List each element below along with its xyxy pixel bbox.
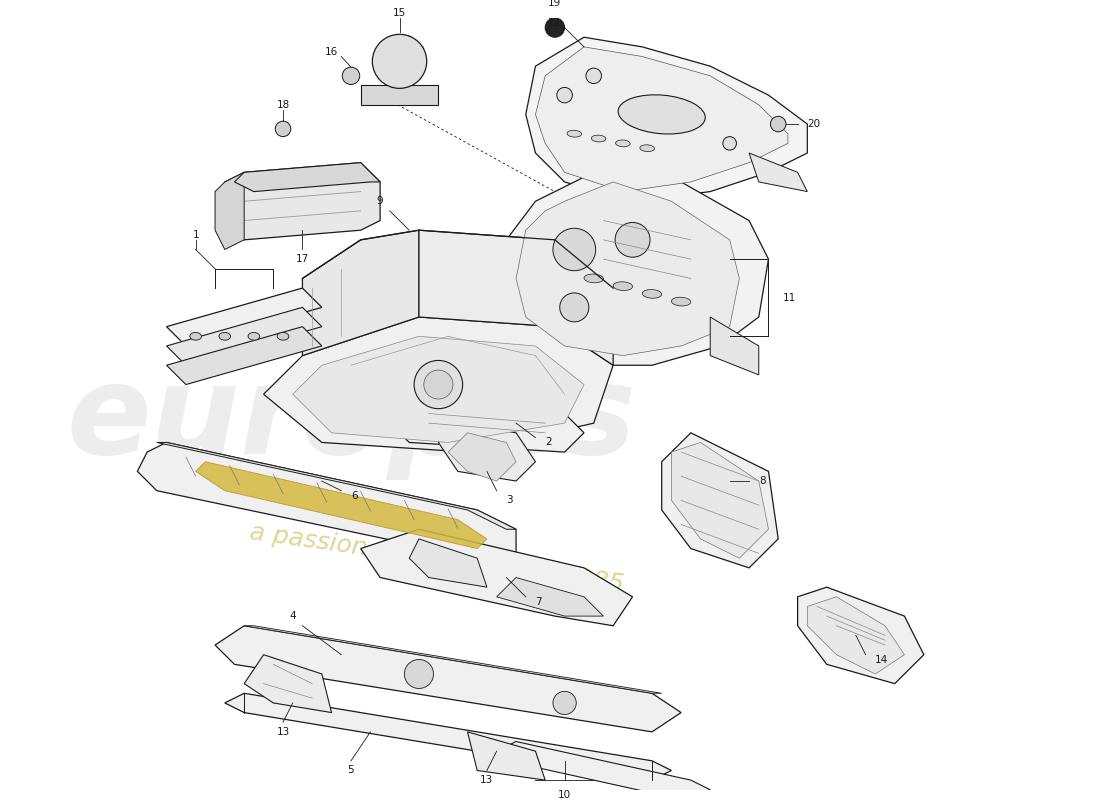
Ellipse shape xyxy=(566,130,582,137)
Text: 9: 9 xyxy=(377,196,384,206)
Ellipse shape xyxy=(642,290,662,298)
Ellipse shape xyxy=(592,135,606,142)
Polygon shape xyxy=(526,38,807,202)
Polygon shape xyxy=(302,230,419,356)
Text: 6: 6 xyxy=(351,490,358,501)
Text: 7: 7 xyxy=(536,597,542,606)
Ellipse shape xyxy=(219,333,231,340)
Ellipse shape xyxy=(616,140,630,146)
Polygon shape xyxy=(662,433,778,568)
Text: 8: 8 xyxy=(759,476,766,486)
Circle shape xyxy=(553,228,596,270)
Circle shape xyxy=(586,68,602,83)
Polygon shape xyxy=(157,442,516,530)
Polygon shape xyxy=(389,404,584,452)
Text: 16: 16 xyxy=(324,46,338,57)
Polygon shape xyxy=(264,317,613,452)
Polygon shape xyxy=(711,317,759,375)
Polygon shape xyxy=(166,307,322,366)
Polygon shape xyxy=(361,530,632,626)
Text: 5: 5 xyxy=(348,766,354,775)
Ellipse shape xyxy=(249,333,260,340)
Text: 1: 1 xyxy=(192,230,199,240)
Text: 13: 13 xyxy=(481,775,494,785)
Circle shape xyxy=(723,137,737,150)
Circle shape xyxy=(424,370,453,399)
Polygon shape xyxy=(516,182,739,356)
Circle shape xyxy=(557,87,572,103)
Polygon shape xyxy=(439,423,536,481)
Polygon shape xyxy=(216,626,681,732)
Text: 4: 4 xyxy=(289,611,296,621)
Ellipse shape xyxy=(618,95,705,134)
Text: 14: 14 xyxy=(876,654,889,665)
Polygon shape xyxy=(496,742,711,799)
Polygon shape xyxy=(216,172,244,250)
Text: 19: 19 xyxy=(548,0,561,9)
Polygon shape xyxy=(448,433,516,481)
Polygon shape xyxy=(244,654,331,713)
Polygon shape xyxy=(196,462,487,549)
Polygon shape xyxy=(166,326,322,385)
Circle shape xyxy=(615,222,650,258)
Ellipse shape xyxy=(584,274,604,282)
Ellipse shape xyxy=(671,298,691,306)
Text: 12: 12 xyxy=(548,18,561,28)
Text: 2: 2 xyxy=(546,438,552,447)
Polygon shape xyxy=(138,442,516,558)
Text: 18: 18 xyxy=(276,100,289,110)
Polygon shape xyxy=(798,587,924,684)
Circle shape xyxy=(372,34,427,88)
Ellipse shape xyxy=(277,333,289,340)
Text: 20: 20 xyxy=(807,119,821,129)
Polygon shape xyxy=(807,597,904,674)
Polygon shape xyxy=(419,230,613,366)
Polygon shape xyxy=(224,694,671,780)
Polygon shape xyxy=(166,288,322,346)
Text: 17: 17 xyxy=(296,254,309,264)
Polygon shape xyxy=(293,336,584,442)
Text: 11: 11 xyxy=(783,293,796,302)
Text: europes: europes xyxy=(66,358,636,480)
Text: 10: 10 xyxy=(558,790,571,799)
Text: 15: 15 xyxy=(393,8,406,18)
Circle shape xyxy=(560,293,588,322)
Polygon shape xyxy=(224,162,381,240)
Polygon shape xyxy=(749,153,807,191)
Text: a passion for parts since 1985: a passion for parts since 1985 xyxy=(248,520,625,596)
Polygon shape xyxy=(234,162,381,191)
Circle shape xyxy=(414,361,463,409)
Polygon shape xyxy=(409,539,487,587)
Ellipse shape xyxy=(640,145,654,151)
Circle shape xyxy=(342,67,360,85)
Circle shape xyxy=(405,659,433,689)
Polygon shape xyxy=(361,86,439,105)
Circle shape xyxy=(770,116,786,132)
Ellipse shape xyxy=(613,282,632,290)
Polygon shape xyxy=(536,47,788,191)
Polygon shape xyxy=(468,732,546,780)
Circle shape xyxy=(553,691,576,714)
Text: 13: 13 xyxy=(276,727,289,737)
Circle shape xyxy=(275,121,290,137)
Polygon shape xyxy=(496,162,769,366)
Polygon shape xyxy=(496,578,604,616)
Polygon shape xyxy=(244,626,662,694)
Text: 3: 3 xyxy=(506,495,513,506)
Ellipse shape xyxy=(190,333,201,340)
Circle shape xyxy=(546,18,564,38)
Polygon shape xyxy=(671,442,769,558)
